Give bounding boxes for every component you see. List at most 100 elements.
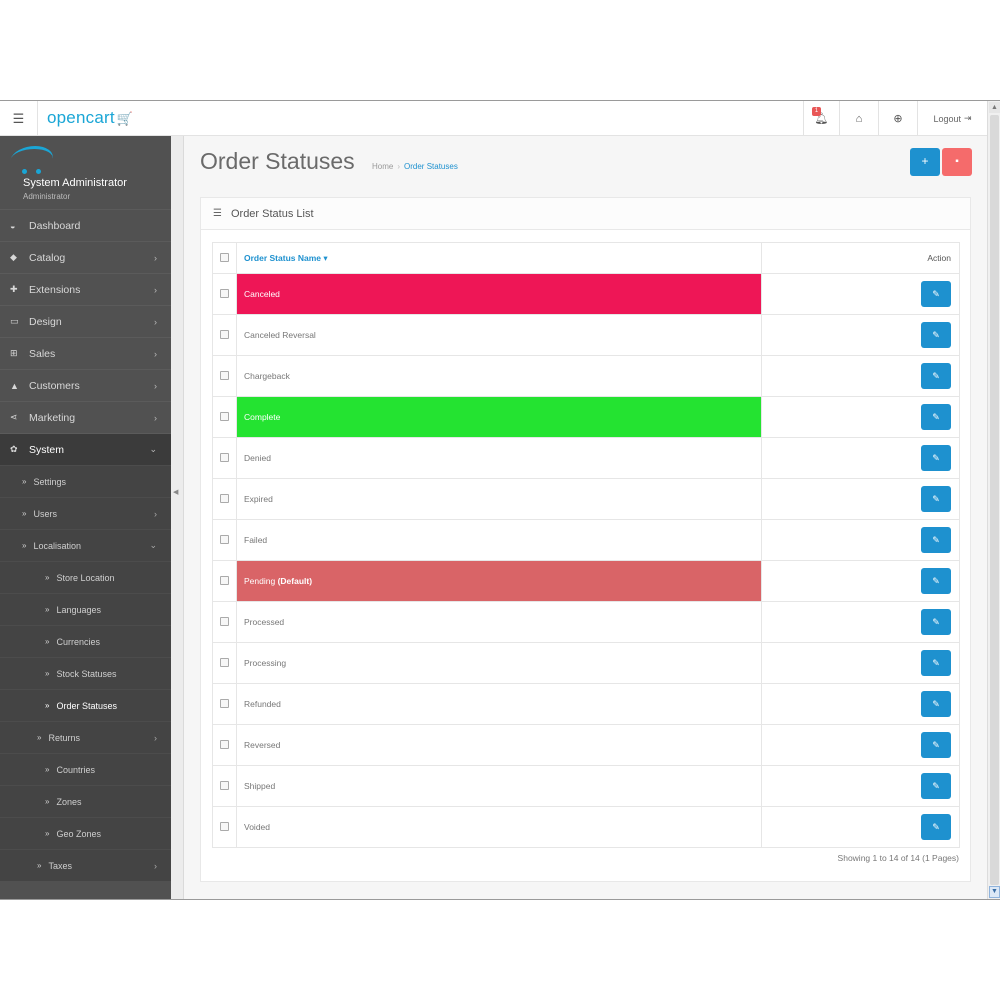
row-checkbox[interactable]	[220, 658, 229, 667]
window-scrollbar[interactable]: ▲ ▼	[987, 101, 1000, 899]
action-cell: ✎	[761, 478, 960, 520]
edit-button[interactable]: ✎	[921, 568, 951, 594]
edit-button[interactable]: ✎	[921, 527, 951, 553]
delete-button[interactable]: ▪	[942, 148, 972, 176]
edit-button[interactable]: ✎	[921, 732, 951, 758]
row-checkbox[interactable]	[220, 330, 229, 339]
sidebar-subitem-currencies[interactable]: » Currencies	[0, 625, 171, 657]
breadcrumb-home[interactable]: Home	[372, 162, 394, 171]
row-checkbox[interactable]	[220, 699, 229, 708]
row-checkbox[interactable]	[220, 494, 229, 503]
help-button[interactable]: ⊕	[878, 101, 917, 136]
sidebar-subitem-zones[interactable]: » Zones	[0, 785, 171, 817]
sidebar-subitem-users[interactable]: » Users ›	[0, 497, 171, 529]
edit-button[interactable]: ✎	[921, 486, 951, 512]
sidebar-subitem-returns[interactable]: » Returns ›	[0, 721, 171, 753]
edit-button[interactable]: ✎	[921, 650, 951, 676]
sidebar-subitem-stock-statuses[interactable]: » Stock Statuses	[0, 657, 171, 689]
status-name-cell: Reversed	[236, 724, 762, 766]
scroll-up-arrow-icon[interactable]: ▲	[989, 102, 1000, 113]
chevron-right-icon: ›	[154, 732, 157, 743]
home-button[interactable]: ⌂	[839, 101, 878, 136]
menu-toggle-icon[interactable]: ☰	[0, 101, 38, 136]
row-checkbox[interactable]	[220, 576, 229, 585]
row-checkbox[interactable]	[220, 740, 229, 749]
sidebar-item-catalog[interactable]: ◆ Catalog ›	[0, 241, 171, 273]
edit-button[interactable]: ✎	[921, 322, 951, 348]
table-body: Canceled ✎ Canceled Reversal ✎ Chargeback ✎ Co…	[212, 273, 960, 848]
action-cell: ✎	[761, 642, 960, 684]
breadcrumb: Home › Order Statuses	[372, 162, 458, 171]
sidebar-subitem-label: Users	[33, 508, 57, 519]
edit-button[interactable]: ✎	[921, 281, 951, 307]
sidebar-item-customers[interactable]: ▲ Customers ›	[0, 369, 171, 401]
pencil-icon: ✎	[932, 822, 940, 832]
row-checkbox[interactable]	[220, 535, 229, 544]
column-name-label: Order Status Name	[244, 252, 321, 263]
sidebar-item-design[interactable]: ▭ Design ›	[0, 305, 171, 337]
status-name-cell: Failed	[236, 519, 762, 561]
sidebar-item-sales[interactable]: ⊞ Sales ›	[0, 337, 171, 369]
edit-button[interactable]: ✎	[921, 609, 951, 635]
sidebar-subitem-order-statuses[interactable]: » Order Statuses	[0, 689, 171, 721]
default-marker: (Default)	[277, 576, 313, 586]
row-checkbox[interactable]	[220, 289, 229, 298]
edit-button[interactable]: ✎	[921, 773, 951, 799]
column-action-label: Action	[761, 242, 960, 274]
row-checkbox[interactable]	[220, 453, 229, 462]
status-name-cell: Processed	[236, 601, 762, 643]
sidebar-subitem-settings[interactable]: » Settings	[0, 465, 171, 497]
status-name-cell: Chargeback	[236, 355, 762, 397]
sidebar-subitem-label: Returns	[48, 732, 80, 743]
table-row: Complete ✎	[212, 396, 960, 438]
sidebar-resize-handle[interactable]: ◀	[171, 136, 184, 899]
sidebar-item-extensions[interactable]: ✚ Extensions ›	[0, 273, 171, 305]
edit-button[interactable]: ✎	[921, 445, 951, 471]
status-name-cell: Canceled	[236, 273, 762, 315]
logout-button[interactable]: Logout ⇥	[917, 101, 987, 136]
table-row: Canceled Reversal ✎	[212, 314, 960, 356]
sidebar-subitem-languages[interactable]: » Languages	[0, 593, 171, 625]
edit-button[interactable]: ✎	[921, 691, 951, 717]
sidebar-item-system[interactable]: ✿ System ⌄	[0, 433, 171, 465]
sidebar-item-marketing[interactable]: ⋖ Marketing ›	[0, 401, 171, 433]
edit-button[interactable]: ✎	[921, 404, 951, 430]
sidebar-subitem-countries[interactable]: » Countries	[0, 753, 171, 785]
scrollbar-thumb[interactable]	[990, 115, 999, 885]
sidebar-subitem-localisation[interactable]: » Localisation ⌄	[0, 529, 171, 561]
sidebar-subitem-store-location[interactable]: » Store Location	[0, 561, 171, 593]
opencart-logo[interactable]: opencart 🛒	[47, 108, 133, 128]
sidebar-subitem-label: Taxes	[48, 860, 72, 871]
sidebar-subitem-label: Zones	[56, 796, 82, 807]
table-row: Pending (Default) ✎	[212, 560, 960, 602]
edit-button[interactable]: ✎	[921, 814, 951, 840]
row-checkbox[interactable]	[220, 781, 229, 790]
sign-out-icon: ⇥	[963, 113, 972, 123]
status-name-cell: Expired	[236, 478, 762, 520]
pencil-icon: ✎	[932, 617, 940, 627]
scroll-down-arrow-icon[interactable]: ▼	[989, 886, 1000, 898]
select-all-checkbox[interactable]	[220, 253, 229, 262]
sidebar-item-label: Sales	[29, 347, 56, 360]
row-select-cell	[212, 724, 237, 766]
sidebar-subitem-geo-zones[interactable]: » Geo Zones	[0, 817, 171, 849]
row-checkbox[interactable]	[220, 412, 229, 421]
sort-by-name-link[interactable]: Order Status Name ▾	[236, 242, 762, 274]
sidebar-item-dashboard[interactable]: ◒ Dashboard	[0, 209, 171, 241]
add-new-button[interactable]: +	[910, 148, 940, 176]
double-angle-right-icon: »	[45, 669, 50, 678]
chevron-right-icon: ›	[154, 348, 157, 359]
row-checkbox[interactable]	[220, 617, 229, 626]
edit-button[interactable]: ✎	[921, 363, 951, 389]
breadcrumb-current[interactable]: Order Statuses	[404, 162, 458, 171]
row-checkbox[interactable]	[220, 822, 229, 831]
action-cell: ✎	[761, 724, 960, 766]
logo-text: opencart	[47, 108, 115, 127]
row-checkbox[interactable]	[220, 371, 229, 380]
cart-icon: ⊞	[10, 348, 18, 358]
sidebar-subitem-taxes[interactable]: » Taxes ›	[0, 849, 171, 881]
sort-caret-icon: ▾	[323, 252, 328, 263]
status-name: Failed	[244, 535, 268, 545]
notifications-button[interactable]: 1 🔔︎	[803, 101, 839, 136]
pagination-text: Showing 1 to 14 of 14 (1 Pages)	[837, 853, 959, 863]
